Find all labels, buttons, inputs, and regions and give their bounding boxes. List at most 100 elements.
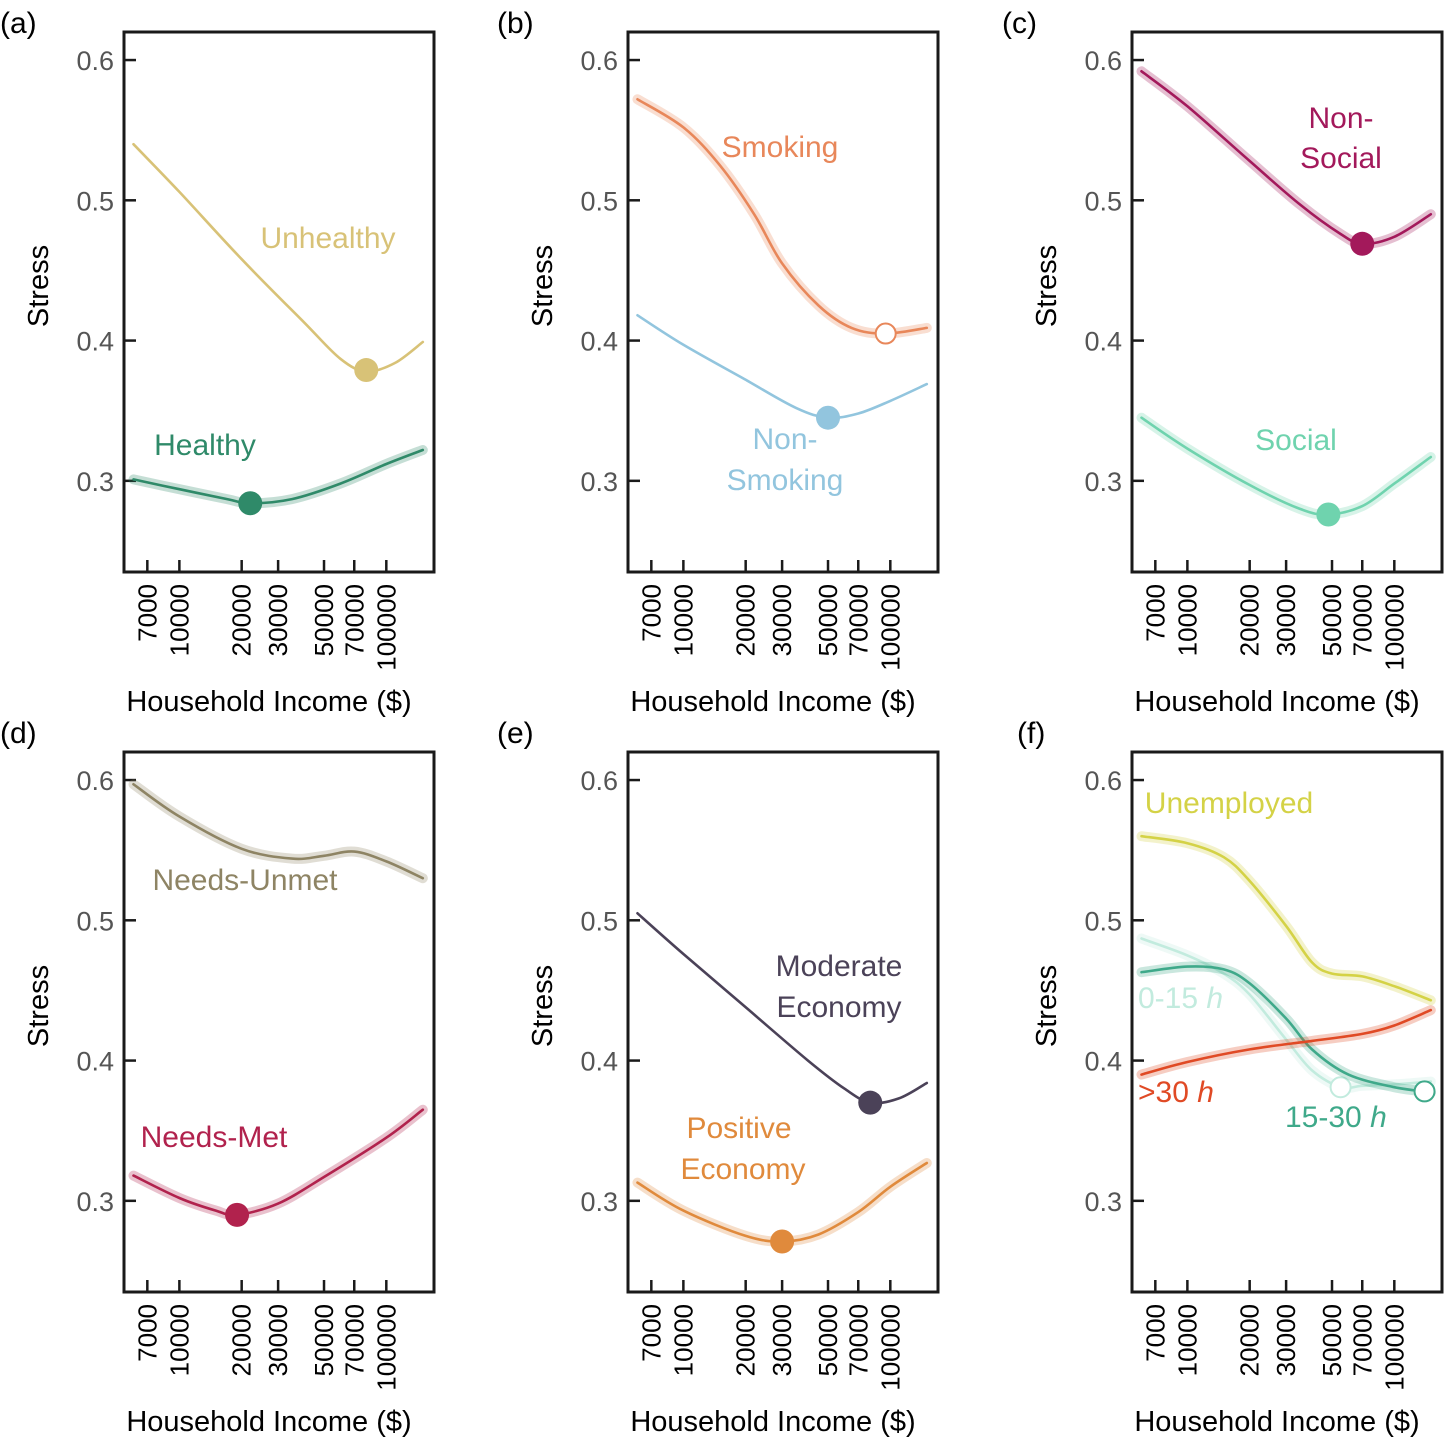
label-positive-2: Economy — [680, 1153, 805, 1186]
panel-c-xtick-label: 10000 — [1172, 584, 1202, 656]
panel-a-ytick-label: 0.6 — [76, 46, 114, 76]
label-social: Social — [1255, 424, 1337, 457]
panel-a-series-unhealthy — [132, 142, 425, 383]
panel-f-series-unemployed — [1136, 831, 1436, 1006]
label-moderate-2: Economy — [776, 991, 901, 1024]
panel-e-xtick-label: 50000 — [813, 1304, 843, 1376]
panel-f-series-0-15-minimum-marker — [1329, 1076, 1352, 1099]
panel-d-ytick-label: 0.6 — [76, 766, 114, 796]
panel-f-xtick-label: 10000 — [1172, 1304, 1202, 1376]
panel-e-ytick-label: 0.4 — [580, 1047, 618, 1077]
panel-e-series-moderate-economy — [636, 912, 929, 1115]
panel-f-xlabel: Household Income ($) — [1134, 1406, 1419, 1438]
panel-c-xtick-label: 70000 — [1347, 584, 1377, 656]
panel-e-ytick-label: 0.5 — [580, 906, 618, 936]
panel-label-c: (c) — [1002, 7, 1037, 40]
panel-d-xtick-label: 30000 — [263, 1304, 293, 1376]
panel-f-series-30-line — [1140, 1008, 1433, 1076]
panel-d-xtick-label: 70000 — [339, 1304, 369, 1376]
panel-f-xtick-label: 20000 — [1235, 1304, 1265, 1376]
panel-label-a: (a) — [0, 7, 37, 40]
panel-c-ytick-label: 0.5 — [1084, 186, 1122, 216]
panel-d-xtick-label: 20000 — [227, 1304, 257, 1376]
panel-label-f: (f) — [1017, 717, 1045, 750]
panel-f: 0.3 0.4 0.5 0.6 7000 10000 20000 30000 50000 7000… — [1031, 750, 1444, 1438]
label-non-smoking-1: Non- — [752, 423, 817, 456]
panel-c-ylabel: Stress — [1031, 245, 1063, 327]
panel-f-series-15-30-minimum-marker — [1413, 1080, 1436, 1103]
label-hours-0-15-unit: h — [1206, 982, 1223, 1015]
panel-label-e: (e) — [497, 717, 534, 750]
label-needs-unmet: Needs-Unmet — [152, 864, 338, 897]
panel-d-frame — [122, 750, 436, 1294]
panel-a: 0.3 0.4 0.5 0.6 7000 10000 20000 30000 50000 7000… — [23, 30, 436, 718]
panel-b-ytick-label: 0.6 — [580, 46, 618, 76]
panel-f-xtick-label: 70000 — [1347, 1304, 1377, 1376]
panel-c-series-social-minimum-marker — [1316, 502, 1341, 527]
panel-d-ylabel: Stress — [23, 965, 55, 1047]
panel-f-series-unemployed-band — [1136, 831, 1436, 1006]
panel-e-xtick-label: 30000 — [767, 1304, 797, 1376]
panel-b-ytick-label: 0.5 — [580, 186, 618, 216]
panel-b-series-non-smoking-line — [636, 314, 929, 420]
panel-a-ytick-label: 0.4 — [76, 327, 114, 357]
panel-b-ytick-label: 0.4 — [580, 327, 618, 357]
panel-c-xtick-label: 20000 — [1235, 584, 1265, 656]
panel-a-ylabel: Stress — [23, 245, 55, 327]
label-unemployed: Unemployed — [1145, 787, 1313, 820]
panel-e-series-positive-economy-line — [636, 1161, 929, 1243]
panel-d-ytick-label: 0.4 — [76, 1047, 114, 1077]
panel-c-series-non-social — [1136, 66, 1436, 256]
panel-f-ytick-label: 0.5 — [1084, 906, 1122, 936]
panel-a-xlabel: Household Income ($) — [126, 686, 411, 718]
panel-d-series-needs-unmet-line — [132, 783, 425, 880]
panel-c-ytick-label: 0.3 — [1084, 467, 1122, 497]
panel-b-xlabel: Household Income ($) — [630, 686, 915, 718]
panel-c-xlabel: Household Income ($) — [1134, 686, 1419, 718]
panel-c-ytick-label: 0.4 — [1084, 327, 1122, 357]
panel-b-xtick-label: 50000 — [813, 584, 843, 656]
label-non-smoking-2: Smoking — [727, 464, 844, 497]
panel-e-series-positive-economy-minimum-marker — [770, 1229, 795, 1254]
panel-e-xtick-label: 100000 — [875, 1304, 905, 1391]
panel-f-series-unemployed-line — [1140, 834, 1433, 1002]
panel-e-xlabel: Household Income ($) — [630, 1406, 915, 1438]
panel-c-series-non-social-line — [1140, 70, 1433, 246]
panel-a-xtick-label: 7000 — [132, 584, 162, 642]
panel-f-xtick-label: 7000 — [1140, 1304, 1170, 1362]
label-positive-1: Positive — [686, 1112, 791, 1145]
panel-b-xtick-label: 100000 — [875, 584, 905, 671]
panel-e-xtick-label: 7000 — [636, 1304, 666, 1362]
panel-e-xtick-label: 70000 — [843, 1304, 873, 1376]
panel-d-series-needs-met — [128, 1104, 428, 1227]
label-hours-gt30-unit: h — [1197, 1076, 1214, 1109]
label-hours-0-15: 0-15 h — [1138, 982, 1223, 1015]
panel-c-xtick-label: 30000 — [1271, 584, 1301, 656]
panel-a-ytick-label: 0.3 — [76, 467, 114, 497]
panel-b-ylabel: Stress — [527, 245, 559, 327]
panel-c-series-social-line — [1140, 416, 1433, 516]
panel-a-xtick-label: 100000 — [371, 584, 401, 671]
panel-b-series-smoking-minimum-marker — [874, 322, 897, 345]
panel-e-ylabel: Stress — [527, 965, 559, 1047]
panel-e-ytick-label: 0.6 — [580, 766, 618, 796]
panel-a-xtick-label: 20000 — [227, 584, 257, 656]
panel-b-ytick-label: 0.3 — [580, 467, 618, 497]
panel-a-series-unhealthy-minimum-marker — [354, 358, 379, 383]
panel-a-series-unhealthy-line — [132, 142, 425, 373]
panel-c-series-non-social-band — [1136, 66, 1436, 249]
label-hours-gt30: >30 h — [1138, 1076, 1214, 1109]
panel-b: 0.3 0.4 0.5 0.6 7000 10000 20000 30000 50000 7000… — [527, 30, 940, 718]
panel-d-ytick-label: 0.3 — [76, 1187, 114, 1217]
label-moderate-1: Moderate — [776, 950, 903, 983]
panel-f-xtick-label: 50000 — [1317, 1304, 1347, 1376]
panel-c-xtick-label: 100000 — [1379, 584, 1409, 671]
panel-f-ytick-label: 0.6 — [1084, 766, 1122, 796]
panel-f-ytick-label: 0.4 — [1084, 1047, 1122, 1077]
panel-c: 0.3 0.4 0.5 0.6 7000 10000 20000 30000 50000 7000… — [1031, 30, 1444, 718]
panel-f-series-30 — [1136, 1005, 1436, 1080]
panel-f-series-15-30 — [1136, 961, 1436, 1103]
panel-a-series-healthy — [128, 445, 428, 516]
panel-f-series-0-15-line — [1140, 937, 1433, 1090]
